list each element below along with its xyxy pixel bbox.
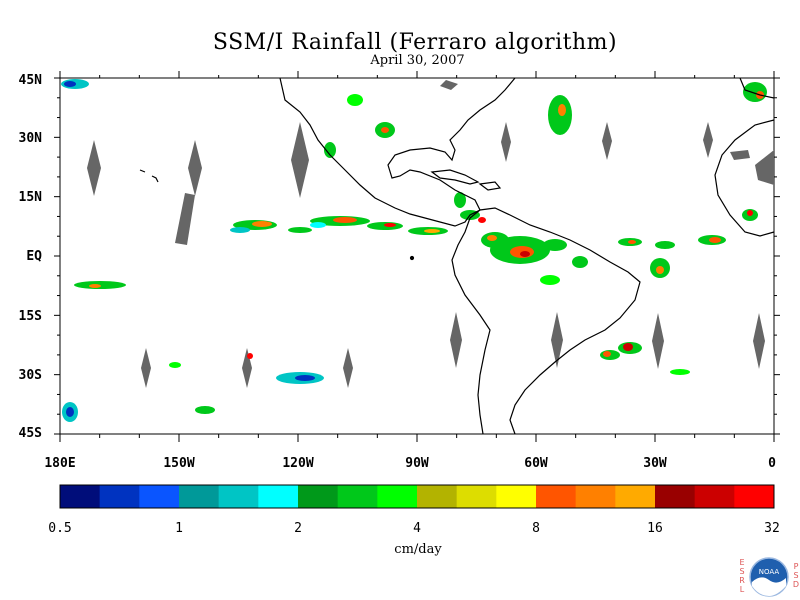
lon-label-90w: 90W: [405, 456, 429, 471]
no-data-gap: [652, 313, 664, 369]
colorbar-swatch: [139, 485, 180, 508]
colorbar: [59, 484, 775, 509]
colorbar-label: 16: [647, 521, 663, 536]
colorbar-swatch: [655, 485, 696, 508]
colorbar-label: 2: [294, 521, 302, 536]
lat-label-45s: 45S: [18, 426, 42, 441]
axis-ticks: [54, 71, 780, 442]
rainfall-patches: [61, 79, 767, 422]
colorbar-swatch: [417, 485, 458, 508]
no-data-gap: [141, 348, 151, 388]
lat-label-30s: 30S: [18, 368, 42, 383]
rain-itcz-pacific: [230, 216, 448, 235]
colorbar-border: [59, 484, 775, 509]
colorbar-swatch: [258, 485, 299, 508]
no-data-gap: [755, 150, 774, 185]
colorbar-swatch: [179, 485, 220, 508]
lon-label-150w: 150W: [163, 456, 195, 471]
colorbar-swatch: [615, 485, 656, 508]
colorbar-swatch: [456, 485, 497, 508]
rain-south-pacific: [62, 281, 324, 422]
colorbar-unit: cm/day: [394, 542, 442, 557]
map-frame: [59, 77, 775, 435]
colorbar-swatch: [694, 485, 735, 508]
europe-coast: [739, 77, 775, 99]
lon-label-120w: 120W: [282, 456, 314, 471]
map-date: April 30, 2007: [370, 53, 465, 68]
no-data-gap: [188, 140, 202, 196]
colorbar-swatch: [218, 485, 259, 508]
coastlines: [139, 77, 775, 435]
no-data-gap: [753, 313, 765, 369]
colorbar-label: 4: [413, 521, 421, 536]
lat-label-15n: 15N: [18, 190, 42, 205]
lat-label-30n: 30N: [18, 131, 42, 146]
no-data-gap: [343, 348, 353, 388]
no-data-gap: [440, 80, 458, 90]
no-data-gap: [291, 122, 309, 198]
no-data-gap: [450, 312, 462, 368]
no-data-gap: [175, 193, 195, 245]
lon-label-60w: 60W: [524, 456, 548, 471]
colorbar-swatch: [575, 485, 616, 508]
rain-south-atlantic: [600, 342, 690, 375]
no-data-gap: [730, 150, 750, 160]
no-data-gap: [87, 140, 101, 196]
lon-label-180e: 180E: [44, 456, 76, 471]
colorbar-swatch: [536, 485, 577, 508]
colorbar-swatch: [60, 485, 101, 508]
noaa-text: NOAA: [759, 568, 780, 576]
lat-label-45n: 45N: [18, 73, 42, 88]
lat-label-15s: 15S: [18, 309, 42, 324]
lat-label-eq: EQ: [26, 249, 42, 264]
colorbar-swatch: [734, 485, 775, 508]
no-data-gaps: [87, 80, 774, 388]
colorbar-swatch: [298, 485, 339, 508]
africa-coast: [714, 119, 775, 237]
hispaniola: [478, 181, 502, 191]
colorbar-label: 1: [175, 521, 183, 536]
colorbar-swatch: [496, 485, 537, 508]
noaa-emblem-icon: NOAA: [749, 557, 789, 597]
hawaii: [139, 169, 159, 183]
colorbar-label: 0.5: [48, 521, 72, 536]
no-data-gap: [501, 122, 511, 162]
no-data-gap: [602, 122, 612, 160]
no-data-gap: [703, 122, 713, 158]
south-america-coast: [451, 207, 641, 435]
colorbar-label: 8: [532, 521, 540, 536]
rain-amazon: [460, 210, 588, 285]
rain-north: [61, 79, 767, 208]
colorbar-label: 32: [764, 521, 780, 536]
colorbar-swatch: [99, 485, 140, 508]
colorbar-swatch: [337, 485, 378, 508]
lon-label-30w: 30W: [643, 456, 667, 471]
north-america-coast: [279, 77, 516, 227]
lon-label-0: 0: [768, 456, 776, 471]
rain-itcz-atlantic: [618, 209, 758, 278]
colorbar-swatch: [377, 485, 418, 508]
no-data-gap: [551, 312, 563, 368]
map-title: SSM/I Rainfall (Ferraro algorithm): [212, 30, 618, 55]
caribbean-islands: [430, 169, 480, 185]
